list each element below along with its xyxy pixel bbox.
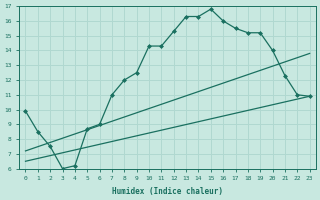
X-axis label: Humidex (Indice chaleur): Humidex (Indice chaleur) [112, 187, 223, 196]
